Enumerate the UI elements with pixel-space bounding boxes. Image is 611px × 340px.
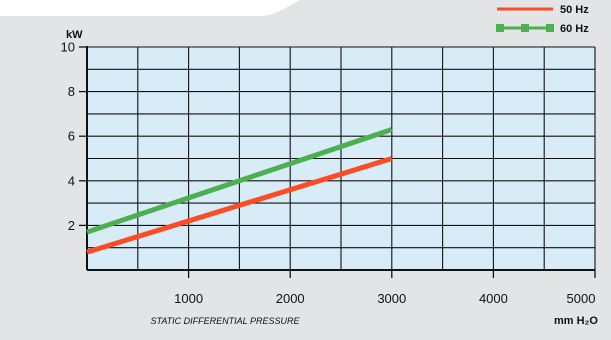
x-tick-label: 5000 bbox=[567, 291, 596, 306]
y-axis-unit: kW bbox=[66, 29, 83, 41]
legend-marker bbox=[546, 24, 554, 32]
series-line-50-hz bbox=[86, 156, 393, 255]
legend-marker bbox=[521, 24, 529, 32]
x-tick-label: 2000 bbox=[276, 291, 305, 306]
x-tick-label: 4000 bbox=[479, 291, 508, 306]
x-axis-label: STATIC DIFFERENTIAL PRESSURE bbox=[150, 316, 300, 326]
y-tick-label: 2 bbox=[68, 218, 75, 233]
x-tick-label: 1000 bbox=[174, 291, 203, 306]
x-tick-label: 3000 bbox=[377, 291, 406, 306]
legend-marker bbox=[496, 24, 504, 32]
legend-label: 60 Hz bbox=[560, 23, 589, 35]
legend-label: 50 Hz bbox=[560, 4, 589, 16]
legend: 50 Hz 60 Hz bbox=[496, 4, 589, 35]
y-tick-label: 6 bbox=[68, 129, 75, 144]
y-tick-label: 10 bbox=[61, 40, 75, 55]
series-line-60-hz bbox=[86, 127, 393, 235]
y-tick-label: 8 bbox=[68, 84, 75, 99]
header-tab bbox=[0, 0, 300, 16]
y-tick-label: 4 bbox=[68, 173, 75, 188]
x-axis-unit: mm H₂O bbox=[554, 315, 598, 327]
plot-area: 2 4 6 8 10 1000 2000 3000 4000 5000 bbox=[61, 40, 596, 306]
